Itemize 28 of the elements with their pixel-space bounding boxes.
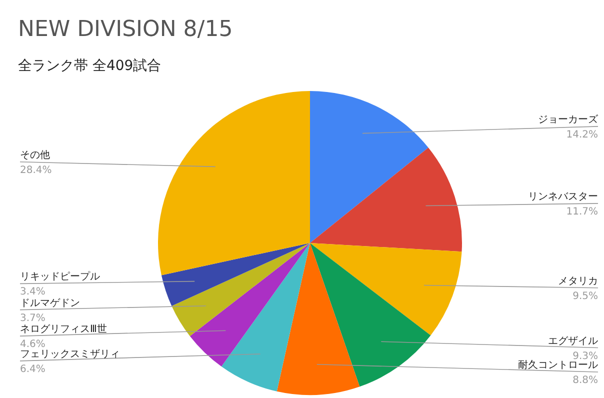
slice-label: メタリカ (558, 276, 598, 287)
slice-label: ジョーカーズ (538, 113, 599, 126)
slice-label: エグザイル (548, 336, 598, 347)
chart-subtitle: 全ランク帯 全409試合 (18, 58, 162, 74)
data-label: 14.2% (566, 129, 598, 140)
pie-slice (310, 91, 428, 243)
slice-label: ネログリフィスⅢ世 (20, 323, 107, 336)
data-label: 3.4% (20, 286, 46, 298)
data-label: 4.6% (20, 339, 46, 350)
data-label: 8.8% (572, 374, 598, 386)
pie-slice (172, 243, 310, 336)
pie-slice (276, 243, 360, 395)
slice-label: その他 (20, 148, 50, 161)
slice-label: リキッドピープル (20, 270, 100, 283)
chart-title: NEW DIVISION 8/15 (18, 17, 233, 42)
slice-label: ドルマゲドン (20, 298, 80, 309)
data-label: 3.7% (20, 312, 46, 324)
data-label: 28.4% (20, 164, 52, 176)
data-label: 9.5% (572, 290, 598, 302)
pie-slice (190, 243, 310, 367)
pie-slice (310, 148, 462, 252)
pie-slice (310, 243, 431, 387)
data-label: 6.4% (20, 364, 46, 375)
slice-label: リンネバスター (528, 191, 598, 202)
data-label: 11.7% (566, 206, 598, 218)
pie-slice (221, 243, 310, 392)
slice-label: フェリックスミザリィ (20, 348, 120, 360)
pie-slice (161, 243, 310, 306)
